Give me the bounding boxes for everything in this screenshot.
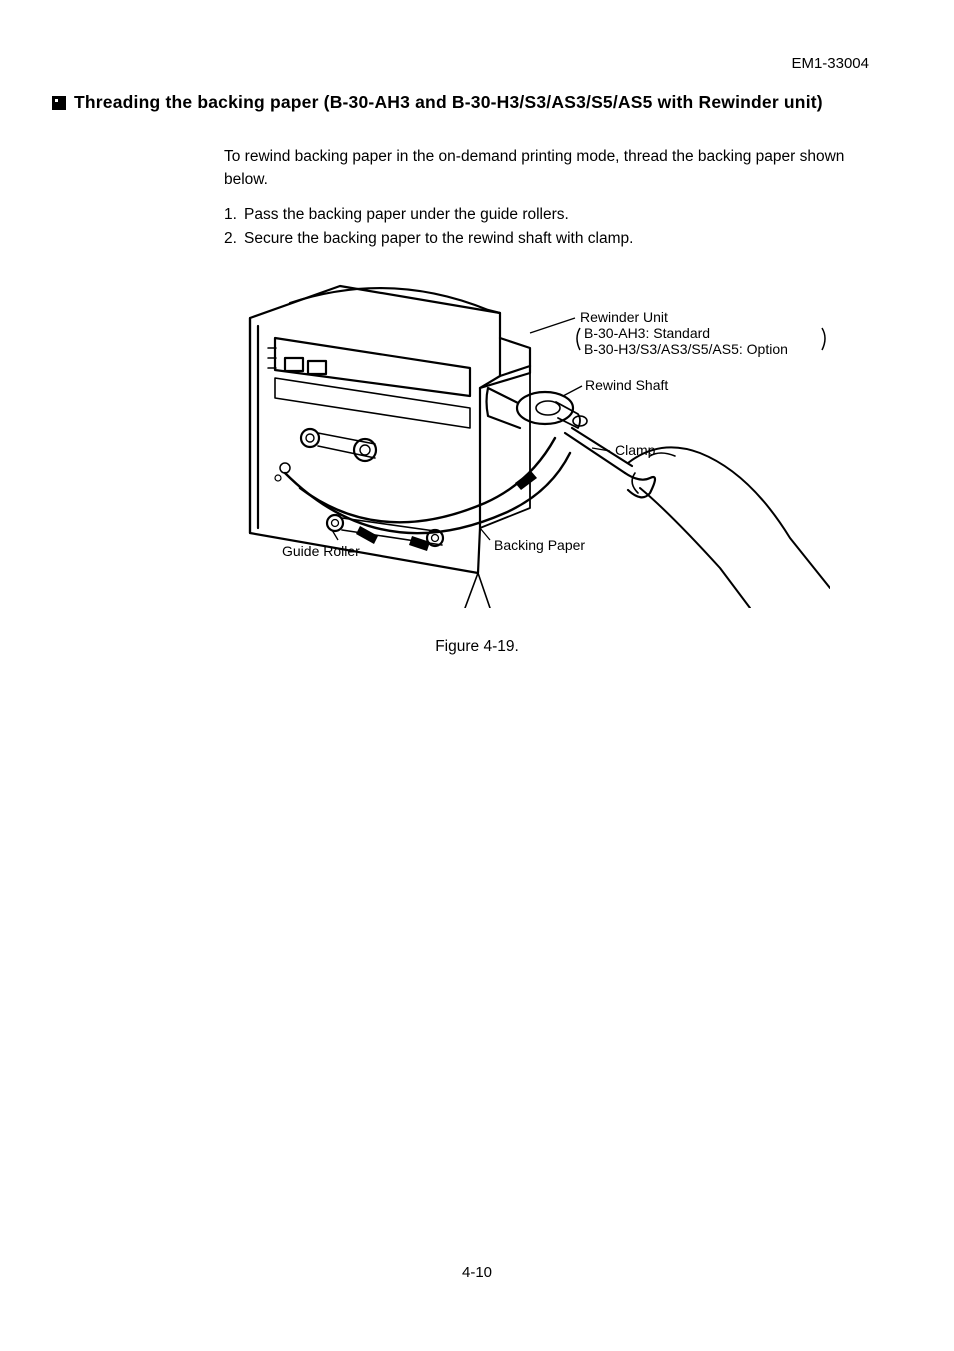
label-rewinder-sub2: B-30-H3/S3/AS3/S5/AS5: Option: [584, 341, 788, 357]
manual-page: EM1-33004 Threading the backing paper (B…: [0, 0, 954, 1351]
document-id: EM1-33004: [791, 55, 869, 72]
label-rewinder-sub1: B-30-AH3: Standard: [584, 325, 710, 341]
figure-caption: Figure 4-19.: [0, 638, 954, 656]
rewinder-diagram-icon: Rewinder Unit B-30-AH3: Standard B-30-H3…: [230, 278, 830, 608]
section-heading: Threading the backing paper (B-30-AH3 an…: [74, 92, 823, 113]
list-item: 1. Pass the backing paper under the guid…: [224, 203, 854, 227]
step-text: Pass the backing paper under the guide r…: [244, 203, 569, 227]
step-number: 1.: [224, 203, 244, 227]
step-number: 2.: [224, 227, 244, 251]
label-rewinder-unit: Rewinder Unit: [580, 309, 668, 325]
section-bullet-icon: [52, 96, 66, 110]
figure-diagram: Rewinder Unit B-30-AH3: Standard B-30-H3…: [230, 278, 830, 608]
list-item: 2. Secure the backing paper to the rewin…: [224, 227, 854, 251]
label-backing-paper: Backing Paper: [494, 537, 585, 553]
intro-paragraph: To rewind backing paper in the on-demand…: [224, 145, 854, 192]
step-list: 1. Pass the backing paper under the guid…: [224, 203, 854, 251]
label-clamp: Clamp: [615, 442, 656, 458]
step-text: Secure the backing paper to the rewind s…: [244, 227, 633, 251]
section-heading-row: Threading the backing paper (B-30-AH3 an…: [52, 92, 894, 113]
label-guide-roller: Guide Roller: [282, 543, 360, 559]
label-rewind-shaft: Rewind Shaft: [585, 377, 668, 393]
page-number: 4-10: [0, 1264, 954, 1281]
